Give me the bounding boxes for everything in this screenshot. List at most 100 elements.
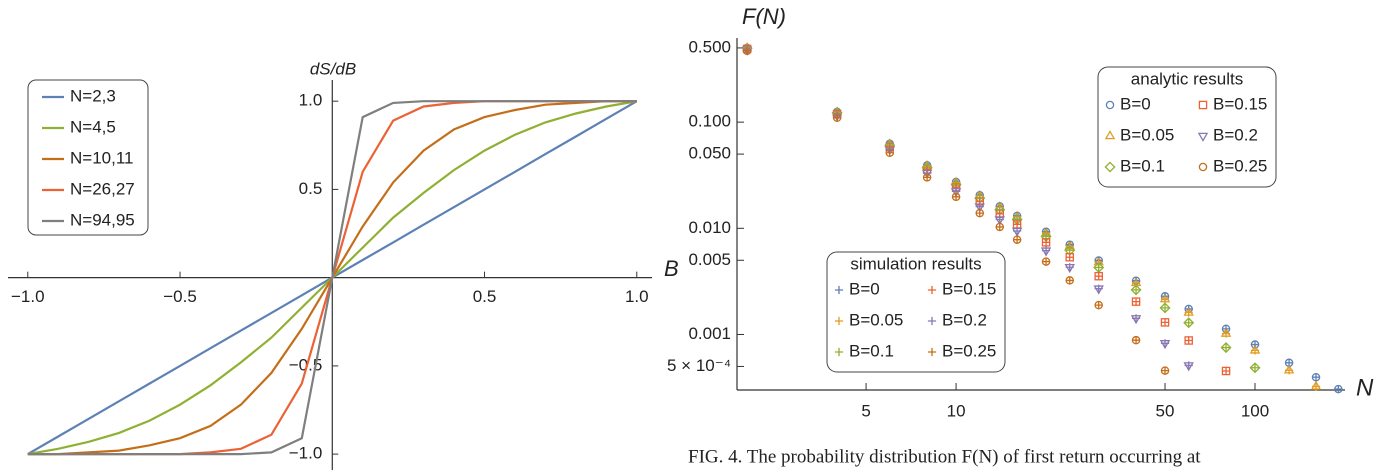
marker bbox=[1221, 366, 1231, 376]
marker bbox=[951, 192, 961, 201]
marker bbox=[1250, 363, 1260, 372]
legend-label: B=0.2 bbox=[942, 310, 987, 329]
legend-label: B=0 bbox=[849, 279, 880, 298]
y-tick-label: 0.500 bbox=[688, 37, 731, 56]
marker bbox=[1065, 276, 1074, 285]
legend-label: B=0.05 bbox=[849, 310, 903, 329]
legend-label: B=0.1 bbox=[1120, 156, 1165, 175]
marker bbox=[1160, 295, 1170, 304]
x-tick-label: −0.5 bbox=[163, 287, 197, 306]
legend-marker bbox=[834, 347, 844, 357]
marker bbox=[1094, 301, 1103, 310]
marker bbox=[1065, 263, 1074, 272]
legend-title: simulation results bbox=[850, 254, 981, 273]
marker bbox=[1041, 257, 1051, 266]
x-axis-label: N bbox=[1356, 374, 1374, 401]
legend-marker bbox=[927, 347, 937, 357]
marker bbox=[1160, 303, 1170, 312]
y-axis-label: dS/dB bbox=[310, 59, 356, 78]
marker bbox=[923, 173, 932, 182]
marker bbox=[1131, 297, 1141, 306]
marker bbox=[1094, 272, 1103, 281]
marker bbox=[1184, 308, 1193, 317]
legend-marker bbox=[834, 316, 844, 326]
caption: FIG. 4. The probability distribution F(N… bbox=[688, 446, 1201, 467]
legend-label: B=0.1 bbox=[849, 341, 894, 360]
legend-marker bbox=[927, 316, 937, 326]
marker bbox=[1311, 373, 1321, 382]
legend-marker bbox=[1104, 161, 1116, 173]
legend-label: B=0.15 bbox=[1213, 94, 1267, 113]
legend-label: N=94,95 bbox=[70, 210, 135, 229]
y-tick-label: 0.010 bbox=[688, 218, 731, 237]
marker bbox=[1334, 384, 1343, 394]
marker bbox=[1065, 253, 1074, 262]
marker bbox=[1131, 285, 1141, 294]
marker bbox=[833, 113, 842, 122]
legend-label: B=0.05 bbox=[1120, 125, 1174, 144]
marker bbox=[995, 215, 1004, 224]
x-tick-label: 5 bbox=[861, 401, 870, 420]
x-axis-label: B bbox=[664, 256, 679, 281]
legend-title: analytic results bbox=[1131, 69, 1243, 88]
marker bbox=[1159, 302, 1171, 314]
marker bbox=[1130, 284, 1142, 296]
marker bbox=[1249, 362, 1261, 374]
legend-label: N=2,3 bbox=[70, 86, 116, 105]
marker bbox=[1094, 263, 1103, 272]
legend-label: N=4,5 bbox=[70, 117, 116, 136]
marker bbox=[1065, 246, 1074, 255]
marker bbox=[995, 222, 1004, 232]
marker bbox=[1131, 314, 1141, 323]
marker bbox=[1184, 336, 1193, 345]
marker bbox=[1250, 346, 1260, 355]
marker bbox=[1311, 382, 1321, 391]
marker bbox=[1184, 361, 1193, 370]
x-tick-label: −1.0 bbox=[11, 287, 45, 306]
marker bbox=[1012, 235, 1022, 244]
marker bbox=[1184, 318, 1193, 327]
legend-box bbox=[826, 251, 1006, 373]
marker bbox=[1220, 342, 1232, 354]
legend-label: N=26,27 bbox=[70, 179, 135, 198]
legend-box bbox=[1097, 66, 1277, 188]
legend-marker bbox=[1198, 100, 1208, 110]
marker bbox=[743, 46, 752, 55]
legend-label: B=0.2 bbox=[1213, 125, 1258, 144]
marker bbox=[1094, 284, 1103, 293]
marker bbox=[1131, 278, 1141, 288]
marker bbox=[1221, 329, 1231, 338]
legend-marker bbox=[834, 285, 844, 295]
x-tick-label: 10 bbox=[947, 401, 966, 420]
marker bbox=[1284, 366, 1294, 375]
y-tick-label: 5 × 10⁻⁴ bbox=[667, 356, 731, 375]
marker bbox=[1160, 366, 1170, 375]
marker bbox=[1012, 226, 1022, 236]
y-tick-label: 1.0 bbox=[299, 91, 323, 110]
x-tick-label: 1.0 bbox=[625, 287, 649, 306]
marker bbox=[1221, 343, 1231, 352]
marker bbox=[1131, 336, 1141, 345]
marker bbox=[1284, 358, 1294, 367]
legend-marker bbox=[1104, 130, 1116, 140]
legend-label: B=0 bbox=[1120, 94, 1151, 113]
x-tick-label: 50 bbox=[1156, 401, 1175, 420]
marker bbox=[1041, 238, 1051, 247]
data-line bbox=[27, 100, 637, 456]
y-tick-label: 0.001 bbox=[688, 324, 731, 343]
legend-marker bbox=[1197, 132, 1209, 142]
marker bbox=[1041, 246, 1051, 255]
legend-label: N=10,11 bbox=[70, 148, 133, 167]
legend-box bbox=[27, 79, 149, 236]
marker bbox=[1160, 318, 1170, 327]
marker bbox=[1183, 317, 1195, 329]
marker bbox=[975, 209, 984, 218]
y-tick-label: 0.100 bbox=[688, 112, 731, 131]
legend-label: B=0.15 bbox=[942, 279, 996, 298]
legend-marker bbox=[1105, 100, 1115, 110]
y-tick-label: 0.050 bbox=[688, 144, 731, 163]
legend-label: B=0.25 bbox=[942, 341, 996, 360]
x-tick-label: 0.5 bbox=[473, 287, 497, 306]
legend-label: B=0.25 bbox=[1213, 156, 1267, 175]
